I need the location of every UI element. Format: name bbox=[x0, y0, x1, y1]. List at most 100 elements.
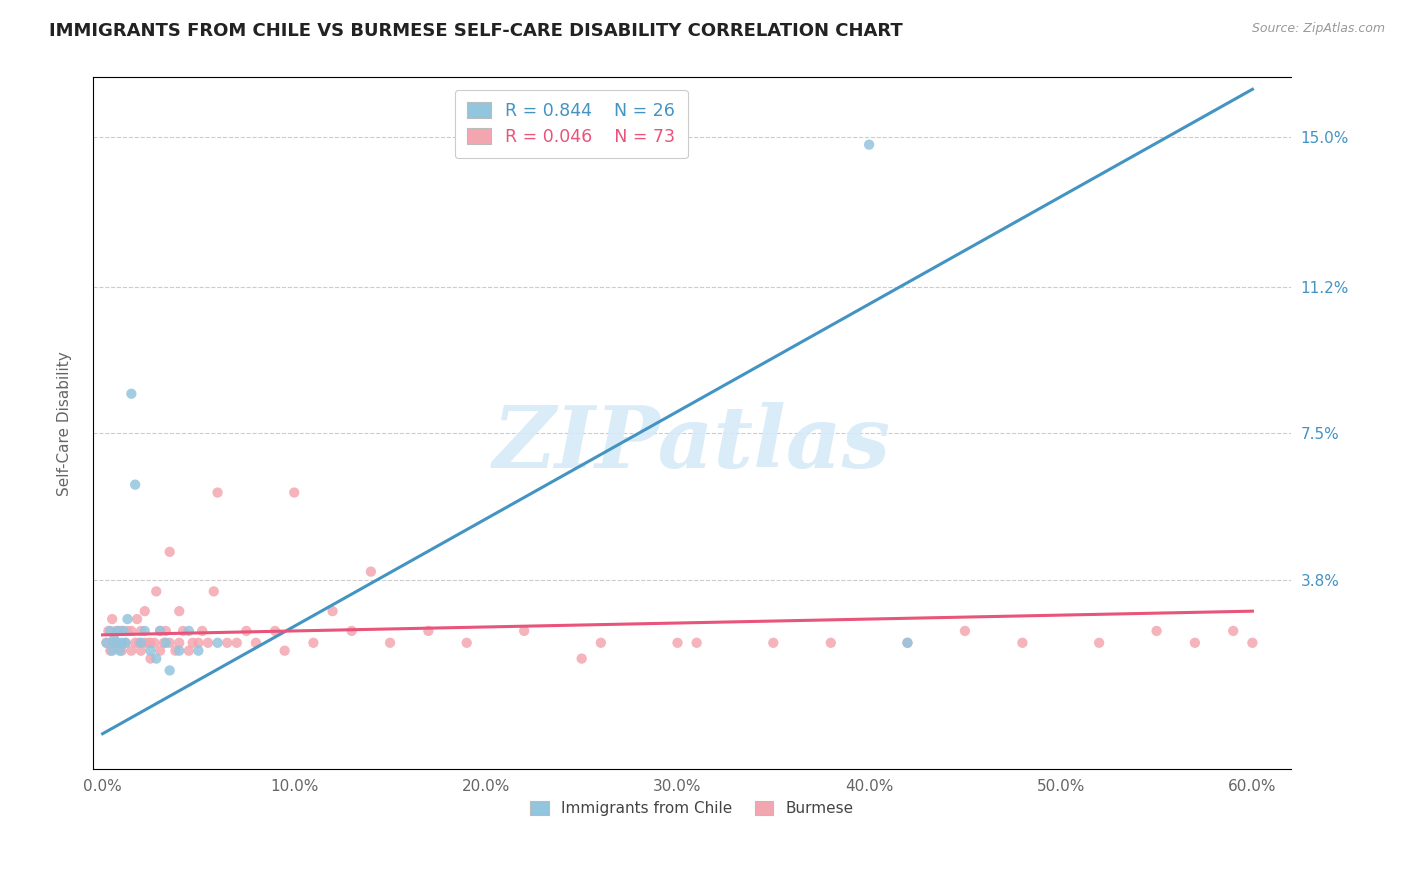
Point bbox=[322, 604, 344, 618]
Point bbox=[456, 636, 478, 650]
Point bbox=[108, 624, 131, 638]
Y-axis label: Self-Care Disability: Self-Care Disability bbox=[58, 351, 72, 496]
Point bbox=[120, 624, 142, 638]
Point bbox=[103, 632, 125, 646]
Point bbox=[129, 643, 152, 657]
Point bbox=[283, 485, 305, 500]
Point bbox=[134, 604, 156, 618]
Point bbox=[378, 636, 401, 650]
Point bbox=[589, 636, 612, 650]
Point bbox=[1088, 636, 1111, 650]
Point bbox=[112, 624, 135, 638]
Point bbox=[165, 643, 187, 657]
Point bbox=[418, 624, 440, 638]
Point bbox=[138, 636, 160, 650]
Point bbox=[145, 584, 167, 599]
Point bbox=[571, 651, 593, 665]
Point bbox=[139, 651, 162, 665]
Point bbox=[187, 636, 209, 650]
Point bbox=[953, 624, 976, 638]
Point bbox=[264, 624, 287, 638]
Point bbox=[101, 612, 124, 626]
Point bbox=[1146, 624, 1168, 638]
Point bbox=[896, 636, 918, 650]
Point bbox=[124, 636, 146, 650]
Point bbox=[340, 624, 363, 638]
Point bbox=[1184, 636, 1206, 650]
Point bbox=[172, 624, 194, 638]
Text: IMMIGRANTS FROM CHILE VS BURMESE SELF-CARE DISABILITY CORRELATION CHART: IMMIGRANTS FROM CHILE VS BURMESE SELF-CA… bbox=[49, 22, 903, 40]
Point bbox=[187, 643, 209, 657]
Point bbox=[145, 651, 167, 665]
Point bbox=[1222, 624, 1244, 638]
Point bbox=[167, 604, 190, 618]
Point bbox=[127, 612, 149, 626]
Point bbox=[181, 636, 204, 650]
Point bbox=[107, 624, 129, 638]
Point bbox=[167, 643, 190, 657]
Point bbox=[96, 636, 118, 650]
Point bbox=[207, 636, 229, 650]
Point bbox=[858, 137, 880, 152]
Point bbox=[103, 636, 125, 650]
Point bbox=[111, 636, 134, 650]
Point bbox=[820, 636, 842, 650]
Point bbox=[114, 636, 136, 650]
Point bbox=[149, 624, 172, 638]
Point bbox=[105, 636, 128, 650]
Point bbox=[98, 643, 121, 657]
Point bbox=[360, 565, 382, 579]
Point bbox=[120, 643, 142, 657]
Point bbox=[128, 636, 150, 650]
Point bbox=[235, 624, 257, 638]
Point bbox=[108, 643, 131, 657]
Legend: Immigrants from Chile, Burmese: Immigrants from Chile, Burmese bbox=[523, 794, 862, 824]
Point bbox=[177, 643, 200, 657]
Point bbox=[245, 636, 267, 650]
Point bbox=[762, 636, 785, 650]
Point bbox=[666, 636, 689, 650]
Point bbox=[202, 584, 225, 599]
Point bbox=[101, 643, 124, 657]
Point bbox=[98, 624, 121, 638]
Point bbox=[155, 636, 177, 650]
Point bbox=[124, 477, 146, 491]
Point bbox=[1241, 636, 1264, 650]
Point bbox=[111, 624, 134, 638]
Point bbox=[129, 636, 152, 650]
Point bbox=[896, 636, 918, 650]
Text: ZIPatlas: ZIPatlas bbox=[494, 402, 891, 486]
Point bbox=[513, 624, 536, 638]
Point bbox=[302, 636, 325, 650]
Point bbox=[153, 636, 176, 650]
Text: Source: ZipAtlas.com: Source: ZipAtlas.com bbox=[1251, 22, 1385, 36]
Point bbox=[685, 636, 707, 650]
Point bbox=[197, 636, 219, 650]
Point bbox=[273, 643, 295, 657]
Point bbox=[225, 636, 247, 650]
Point bbox=[107, 636, 129, 650]
Point bbox=[1011, 636, 1033, 650]
Point bbox=[155, 624, 177, 638]
Point bbox=[159, 545, 181, 559]
Point bbox=[207, 485, 229, 500]
Point bbox=[159, 636, 181, 650]
Point bbox=[117, 612, 139, 626]
Point bbox=[139, 636, 162, 650]
Point bbox=[149, 643, 172, 657]
Point bbox=[159, 664, 181, 678]
Point bbox=[167, 636, 190, 650]
Point bbox=[149, 624, 172, 638]
Point bbox=[97, 624, 120, 638]
Point bbox=[177, 624, 200, 638]
Point bbox=[117, 624, 139, 638]
Point bbox=[134, 636, 156, 650]
Point bbox=[129, 624, 152, 638]
Point bbox=[191, 624, 214, 638]
Point bbox=[143, 636, 166, 650]
Point bbox=[96, 636, 118, 650]
Point bbox=[139, 643, 162, 657]
Point bbox=[111, 643, 134, 657]
Point bbox=[105, 624, 128, 638]
Point bbox=[134, 624, 156, 638]
